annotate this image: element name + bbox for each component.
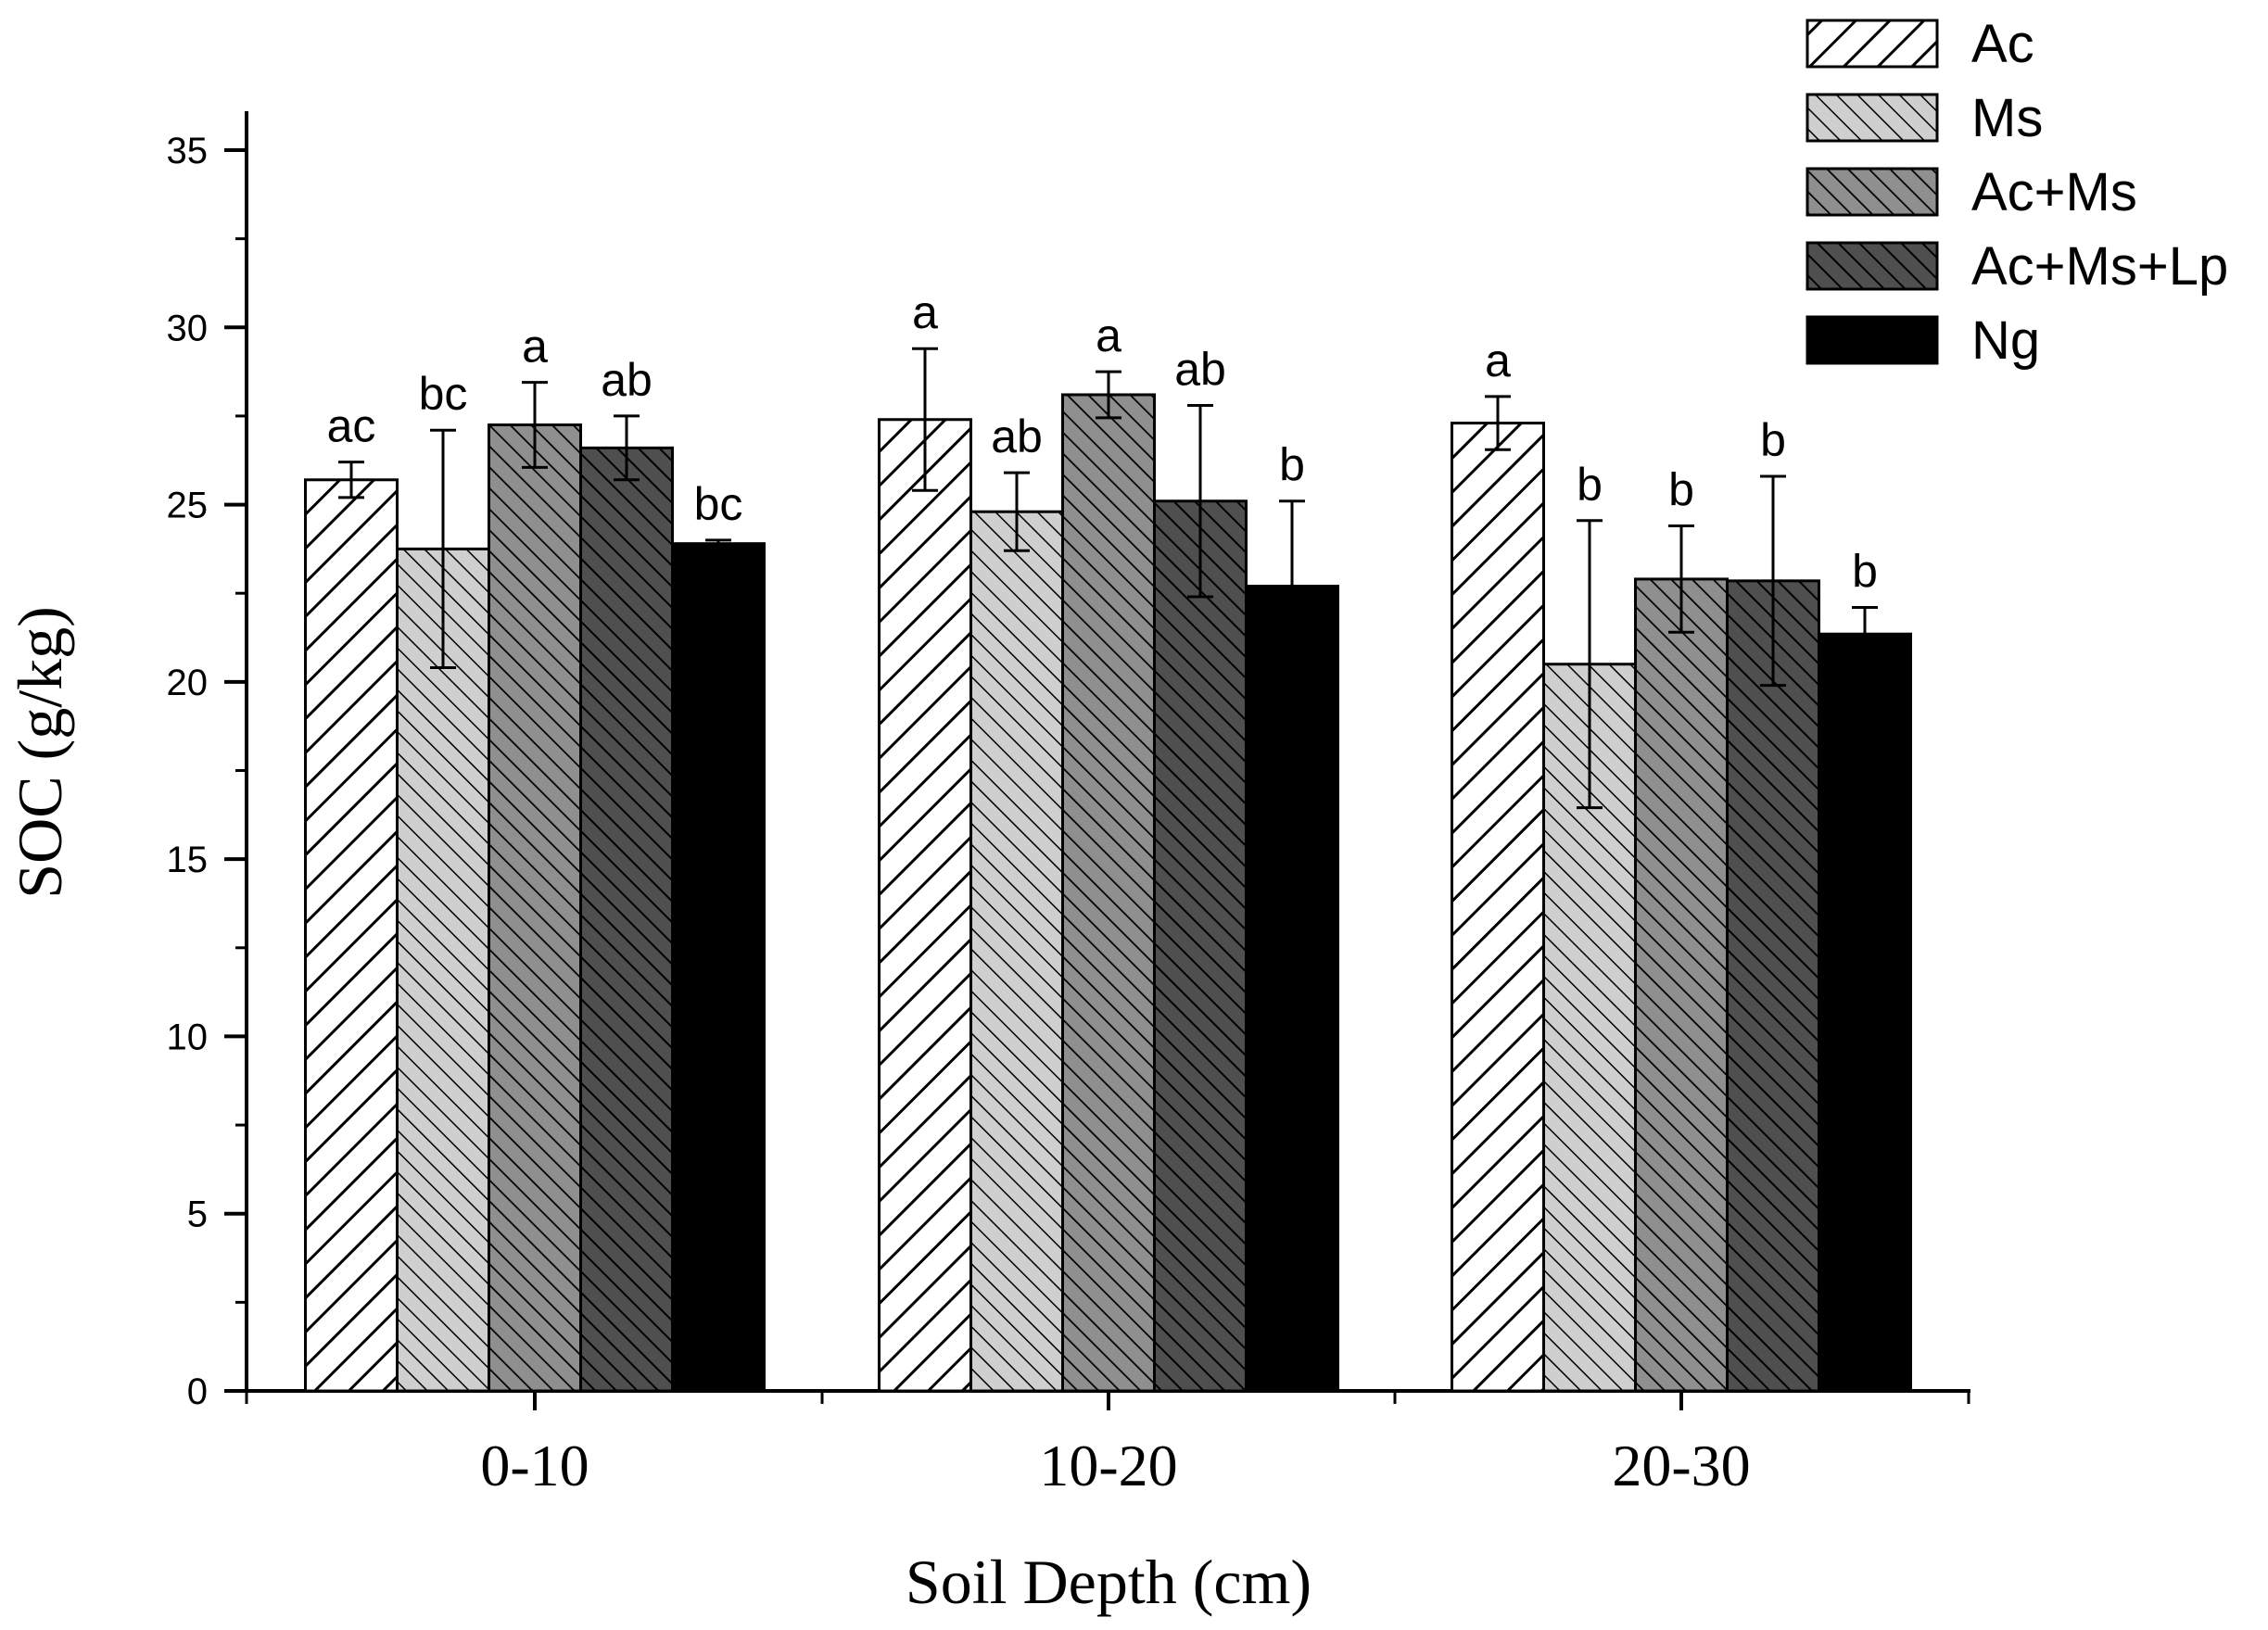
x-ticks: 0-10 10-20 20-30 <box>245 1391 1970 1498</box>
significance-letter: ab <box>601 354 653 406</box>
bar <box>579 446 674 1393</box>
x-tick-label: 0-10 <box>480 1433 589 1498</box>
significance-letter: ac <box>327 400 376 452</box>
legend-swatch <box>1806 167 1939 217</box>
y-axis-title: SOC (g/kg) <box>5 606 75 898</box>
legend-label: Ng <box>1971 310 2040 371</box>
legend-label: Ac+Ms+Lp <box>1971 236 2228 297</box>
bar <box>1245 585 1339 1393</box>
bar <box>671 542 766 1393</box>
significance-letter: b <box>1760 414 1786 466</box>
legend-swatch <box>1806 19 1939 69</box>
bar <box>1061 393 1156 1393</box>
significance-letter: bc <box>694 478 743 530</box>
legend-swatch <box>1806 315 1939 365</box>
bars <box>304 393 1912 1393</box>
bar <box>1726 579 1820 1393</box>
significance-letter: a <box>522 321 548 373</box>
significance-letter: ab <box>1174 343 1226 395</box>
y-tick-label: 25 <box>167 486 209 526</box>
y-tick-label: 15 <box>167 840 209 880</box>
significance-letter: a <box>1096 310 1121 361</box>
x-tick-label: 10-20 <box>1039 1433 1177 1498</box>
y-tick-label: 0 <box>187 1371 208 1412</box>
y-tick-label: 5 <box>187 1194 208 1235</box>
x-axis-title: Soil Depth (cm) <box>906 1547 1311 1617</box>
significance-letter: a <box>1485 335 1511 386</box>
bar <box>1634 577 1729 1393</box>
y-tick-label: 10 <box>167 1017 209 1057</box>
significance-letter: b <box>1668 464 1694 516</box>
bar <box>304 478 399 1393</box>
y-tick-label: 20 <box>167 663 209 703</box>
bar <box>1451 422 1545 1393</box>
y-tick-label: 30 <box>167 308 209 348</box>
legend-label: Ac <box>1971 14 2034 74</box>
x-tick-label: 20-30 <box>1612 1433 1750 1498</box>
bar <box>396 547 490 1393</box>
legend-swatch <box>1806 93 1939 143</box>
significance-letter: b <box>1577 459 1603 511</box>
significance-letter: ab <box>991 411 1043 462</box>
significance-letter: bc <box>419 368 468 420</box>
y-ticks: 0 5 10 15 20 25 30 35 <box>167 131 247 1412</box>
significance-letter: a <box>912 286 938 338</box>
bar <box>1153 499 1248 1393</box>
bar <box>488 423 582 1393</box>
bar <box>969 510 1064 1393</box>
legend-label: Ac+Ms <box>1971 162 2137 222</box>
error-bars <box>338 347 1878 810</box>
legend-label: Ms <box>1971 88 2043 148</box>
legend: Ac Ms Ac+Ms Ac+Ms+Lp Ng <box>1806 14 2228 371</box>
bar <box>878 418 972 1393</box>
significance-letter: b <box>1279 439 1305 491</box>
significance-letter: b <box>1852 546 1878 598</box>
bar <box>1818 632 1912 1393</box>
y-tick-label: 35 <box>167 131 209 171</box>
legend-swatch <box>1806 241 1939 291</box>
